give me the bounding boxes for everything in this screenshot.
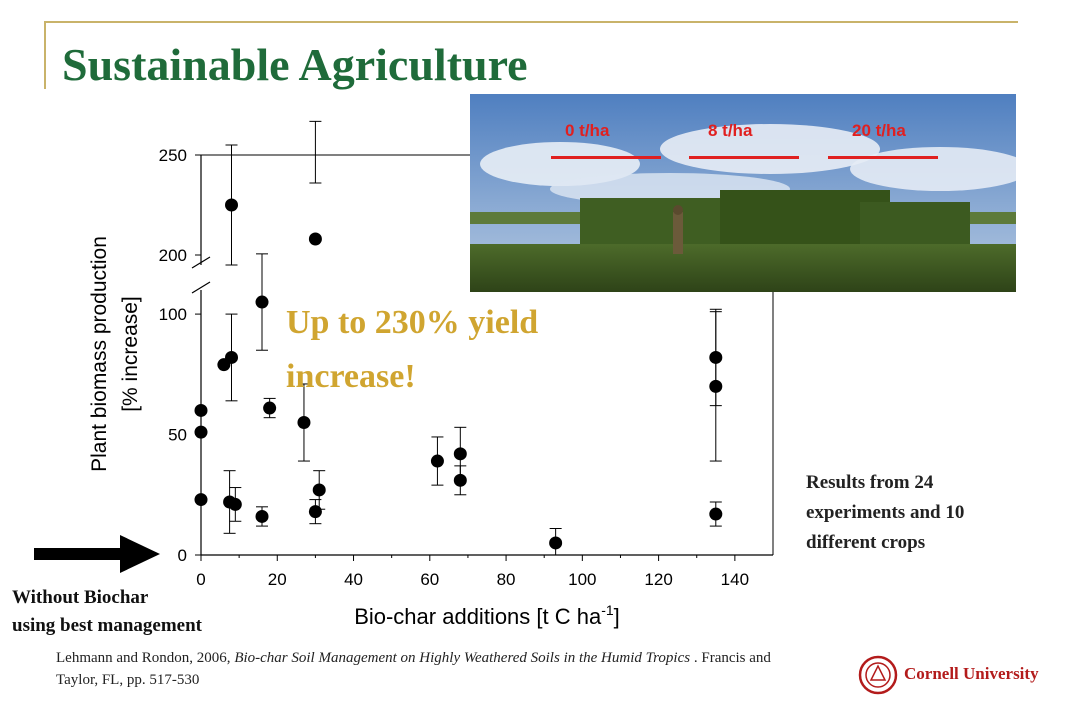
x-tick-label: 120 (644, 570, 672, 589)
treatment-label-20: 20 t/ha (852, 121, 906, 140)
data-point (549, 536, 563, 550)
x-tick-label: 100 (568, 570, 596, 589)
x-tick-label: 0 (196, 570, 205, 589)
data-point (709, 507, 723, 521)
x-tick-label: 140 (721, 570, 749, 589)
x-axis-label-end: ] (614, 604, 620, 629)
cornell-logo: Cornell University (858, 652, 1039, 698)
data-point (255, 509, 269, 523)
title-rule-vertical (44, 21, 46, 89)
axis-break-mark-upper (191, 256, 211, 269)
data-point (308, 232, 322, 246)
data-point (225, 198, 239, 212)
citation-authors: Lehmann and Rondon, 2006, (56, 650, 235, 666)
x-tick-label: 40 (344, 570, 363, 589)
axis-break-mark-lower (191, 281, 211, 294)
callout-line-2: increase! (286, 358, 416, 395)
y-tick-label: 0 (178, 546, 187, 565)
data-point (194, 403, 208, 417)
data-point (453, 447, 467, 461)
x-tick-label: 60 (420, 570, 439, 589)
data-point (194, 493, 208, 507)
y-tick-label: 100 (159, 305, 187, 324)
citation: Lehmann and Rondon, 2006, Bio-char Soil … (56, 647, 776, 691)
citation-title: Bio-char Soil Management on Highly Weath… (234, 650, 691, 666)
data-point (430, 454, 444, 468)
cornell-seal-icon (858, 655, 898, 695)
data-point (255, 295, 269, 309)
y-tick-label: 200 (159, 246, 187, 265)
y-tick-label: 50 (168, 426, 187, 445)
field-photo (470, 94, 1016, 292)
y-axis-label-line1: Plant biomass production (88, 236, 111, 472)
x-tick-label: 80 (497, 570, 516, 589)
cornfield-image (470, 94, 1016, 292)
x-axis-label: Bio-char additions [t C ha-1] (354, 602, 620, 629)
arrow-shaft (34, 548, 126, 560)
without-line-1: Without Biochar (12, 587, 149, 608)
arrow-icon (34, 535, 160, 573)
slide-title: Sustainable Agriculture (62, 39, 528, 90)
arrow-head (120, 535, 160, 573)
data-point (709, 379, 723, 393)
data-point (308, 505, 322, 519)
callout-line-1: Up to 230% yield (286, 304, 539, 341)
treatment-underline-20 (828, 156, 938, 159)
data-point (263, 401, 277, 415)
data-point (194, 425, 208, 439)
treatment-label-8: 8 t/ha (708, 121, 753, 140)
data-point (228, 497, 242, 511)
data-point (297, 416, 311, 429)
x-axis-label-main: Bio-char additions [t C ha (354, 604, 602, 629)
without-biochar-note: Without Biochar using best management (12, 584, 302, 640)
data-point (225, 350, 239, 364)
cornell-logo-text: Cornell University (904, 664, 1039, 683)
yield-callout: Up to 230% yield increase! (286, 296, 616, 404)
y-axis-label-line2: [% increase] (119, 296, 142, 412)
citation-publisher: . Francis and Taylor, FL, pp. 517-530 (56, 650, 771, 688)
without-line-2: using best management (12, 615, 203, 636)
y-tick-label: 250 (159, 146, 187, 165)
treatment-underline-0 (551, 156, 661, 159)
results-note: Results from 24 experiments and 10 diffe… (806, 472, 965, 553)
title-rule-horizontal (44, 21, 1018, 23)
x-tick-label: 20 (268, 570, 287, 589)
treatment-underline-8 (689, 156, 799, 159)
treatment-label-0: 0 t/ha (565, 121, 610, 140)
data-point (453, 473, 467, 487)
data-point (312, 483, 326, 497)
x-axis-label-sup: -1 (601, 602, 614, 618)
